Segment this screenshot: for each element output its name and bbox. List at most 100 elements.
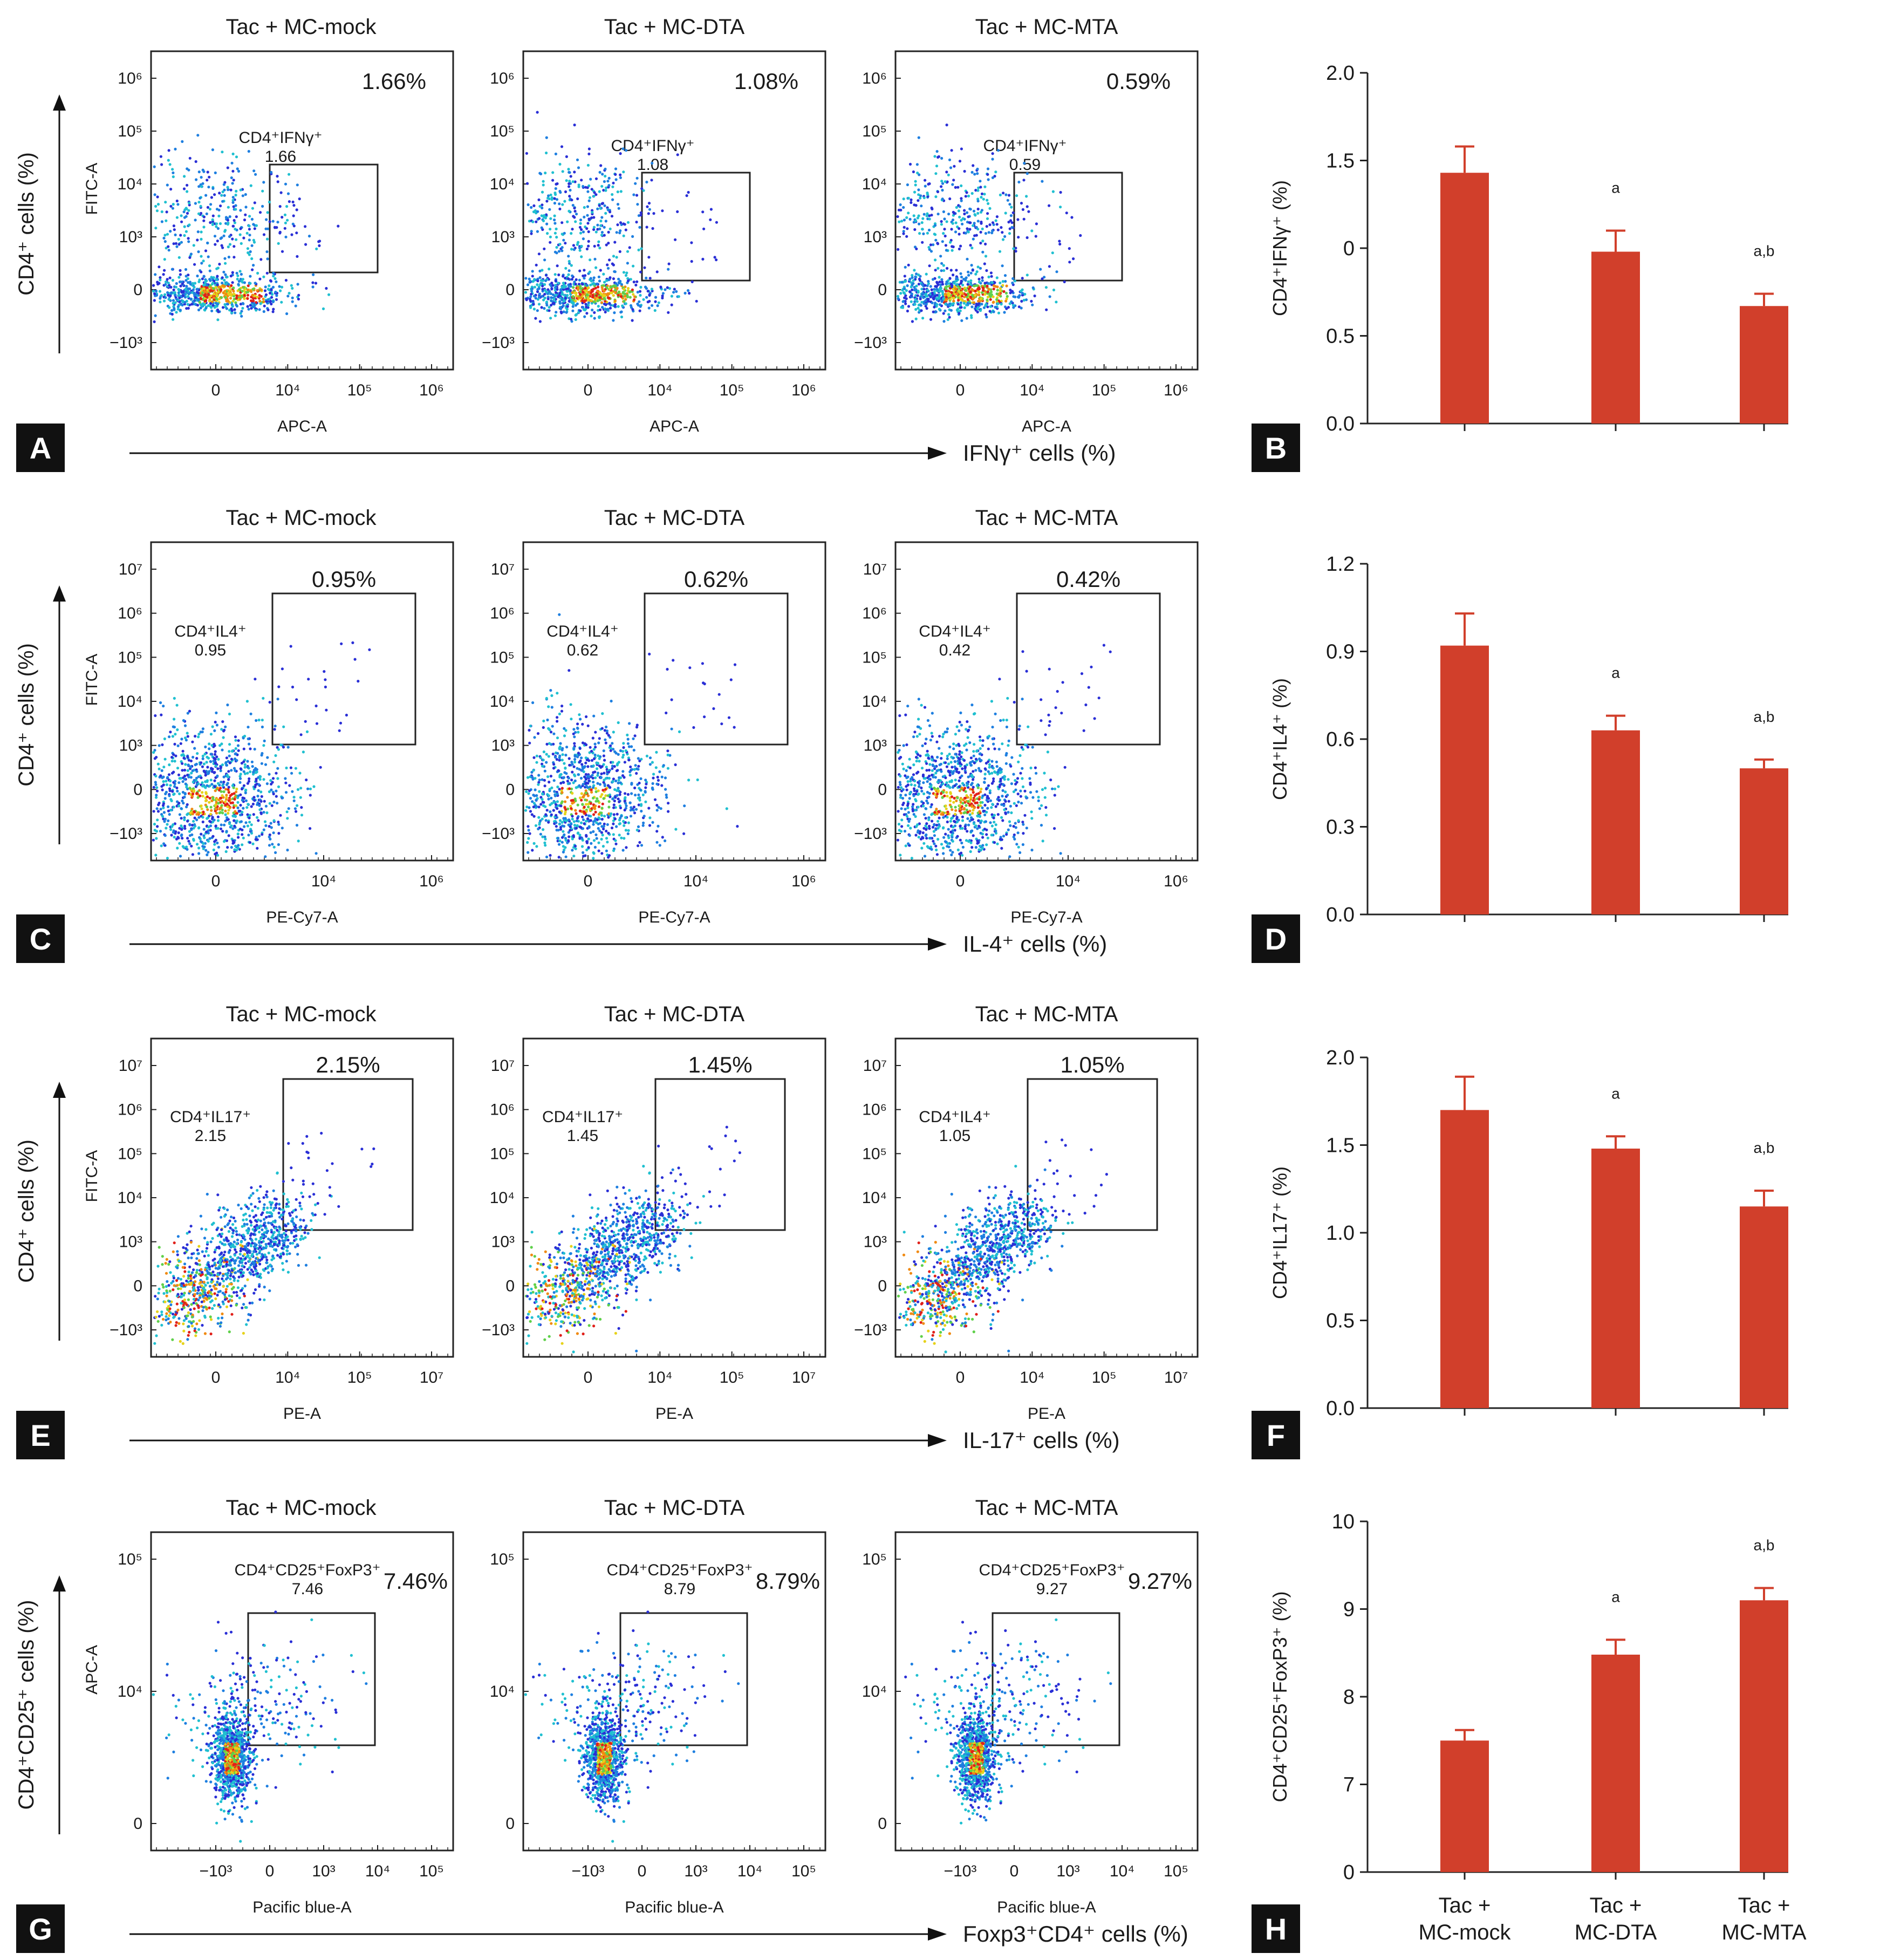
event-dot xyxy=(185,786,188,789)
event-dot xyxy=(598,308,602,311)
event-dot xyxy=(184,287,188,290)
event-dot xyxy=(338,729,341,732)
event-dot xyxy=(214,804,217,807)
event-dot xyxy=(575,278,578,282)
event-dot xyxy=(639,211,642,214)
event-dot xyxy=(181,769,184,772)
event-dot xyxy=(221,794,224,797)
event-dot xyxy=(167,809,170,812)
event-dot xyxy=(175,199,179,203)
event-dot xyxy=(253,799,256,802)
event-dot xyxy=(614,842,618,845)
event-dot xyxy=(912,170,915,174)
event-dot xyxy=(544,819,548,822)
event-dot xyxy=(607,805,611,809)
event-dot xyxy=(926,192,929,195)
event-dot xyxy=(203,299,207,303)
event-dot xyxy=(251,802,255,805)
event-dot xyxy=(955,269,958,272)
event-dot xyxy=(222,790,225,794)
event-dot xyxy=(992,310,995,313)
event-dot xyxy=(590,188,593,191)
event-dot xyxy=(231,199,235,202)
event-dot xyxy=(564,242,567,245)
event-dot xyxy=(927,279,930,283)
event-dot xyxy=(279,814,282,817)
event-dot xyxy=(158,265,161,269)
event-dot xyxy=(986,296,989,299)
event-dot xyxy=(195,757,199,760)
event-dot xyxy=(172,242,175,245)
event-dot xyxy=(263,800,266,803)
event-dot xyxy=(213,296,216,299)
event-dot xyxy=(186,735,189,738)
event-dot xyxy=(174,147,177,151)
event-dot xyxy=(159,297,162,300)
event-dot xyxy=(166,278,169,281)
event-dot xyxy=(228,806,231,809)
event-dot xyxy=(191,812,194,816)
event-dot xyxy=(644,778,647,782)
event-dot xyxy=(549,853,552,857)
event-dot xyxy=(969,291,972,294)
event-dot xyxy=(213,193,216,196)
event-dot xyxy=(553,250,557,254)
event-dot xyxy=(652,212,655,215)
event-dot xyxy=(322,307,325,311)
event-dot xyxy=(582,305,585,309)
event-dot xyxy=(667,262,671,265)
event-dot xyxy=(686,289,690,292)
event-dot xyxy=(163,234,167,237)
event-dot xyxy=(1006,199,1009,202)
event-dot xyxy=(572,301,575,304)
event-dot xyxy=(633,734,637,737)
event-dot xyxy=(607,734,610,737)
event-dot xyxy=(1016,218,1020,221)
event-dot xyxy=(271,285,275,289)
event-dot xyxy=(162,766,166,769)
event-dot xyxy=(571,228,574,231)
event-dot xyxy=(913,228,917,231)
event-dot xyxy=(944,286,947,289)
event-dot xyxy=(570,778,573,782)
event-dot xyxy=(207,255,210,258)
flow-x-tick: 10⁶ xyxy=(419,872,444,890)
event-dot xyxy=(209,302,212,305)
event-dot xyxy=(233,841,236,844)
event-dot xyxy=(160,713,163,716)
event-dot xyxy=(929,243,932,247)
event-dot xyxy=(221,720,224,723)
event-dot xyxy=(598,298,601,302)
event-dot xyxy=(896,295,900,298)
event-dot xyxy=(576,816,579,820)
event-dot xyxy=(285,766,288,770)
event-dot xyxy=(985,316,988,319)
event-dot xyxy=(224,761,228,764)
event-dot xyxy=(167,245,170,248)
event-dot xyxy=(259,775,262,778)
event-dot xyxy=(177,293,181,297)
event-dot xyxy=(299,787,303,790)
event-dot xyxy=(960,291,963,294)
event-dot xyxy=(1007,194,1011,197)
event-dot xyxy=(178,813,181,816)
event-dot xyxy=(589,177,592,181)
event-dot xyxy=(563,231,566,235)
event-dot xyxy=(579,776,583,780)
flow-x-tick: 10⁴ xyxy=(275,381,300,399)
event-dot xyxy=(193,282,197,285)
event-dot xyxy=(910,292,913,296)
event-dot xyxy=(268,773,271,776)
event-dot xyxy=(225,307,228,310)
event-dot xyxy=(169,730,172,734)
event-dot xyxy=(597,827,600,830)
event-dot xyxy=(273,728,276,731)
event-dot xyxy=(182,719,185,722)
event-dot xyxy=(219,766,223,769)
event-dot xyxy=(159,830,162,833)
event-dot xyxy=(553,314,557,317)
event-dot xyxy=(538,292,542,296)
event-dot xyxy=(602,749,605,753)
event-dot xyxy=(626,737,630,741)
event-dot xyxy=(261,719,264,722)
